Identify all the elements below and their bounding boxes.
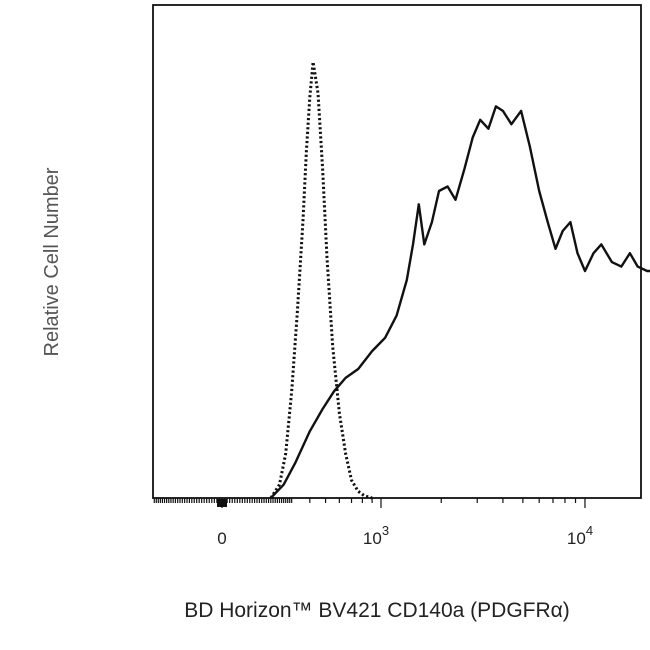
plot-area-border — [152, 4, 642, 499]
stained-sample-curve — [269, 105, 650, 499]
x-tick-label-base: 10 — [567, 529, 586, 548]
x-tick-label-exponent: 4 — [586, 523, 593, 538]
x-tick-label-exponent: 3 — [382, 523, 389, 538]
x-tick-label: 0 — [217, 529, 226, 548]
isotype-control-curve — [269, 60, 373, 500]
x-tick-label: 104 — [567, 523, 593, 548]
x-axis-ticks — [153, 498, 586, 508]
series-layer — [269, 60, 650, 500]
x-axis-tick-labels: 0103104105 — [217, 523, 593, 548]
x-tick-label-base: 0 — [217, 529, 226, 548]
x-axis-label: BD Horizon™ BV421 CD140a (PDGFRα) — [184, 599, 570, 622]
x-tick-label: 103 — [363, 523, 389, 548]
y-axis-label: Relative Cell Number — [41, 167, 63, 356]
x-tick-label-base: 10 — [363, 529, 382, 548]
